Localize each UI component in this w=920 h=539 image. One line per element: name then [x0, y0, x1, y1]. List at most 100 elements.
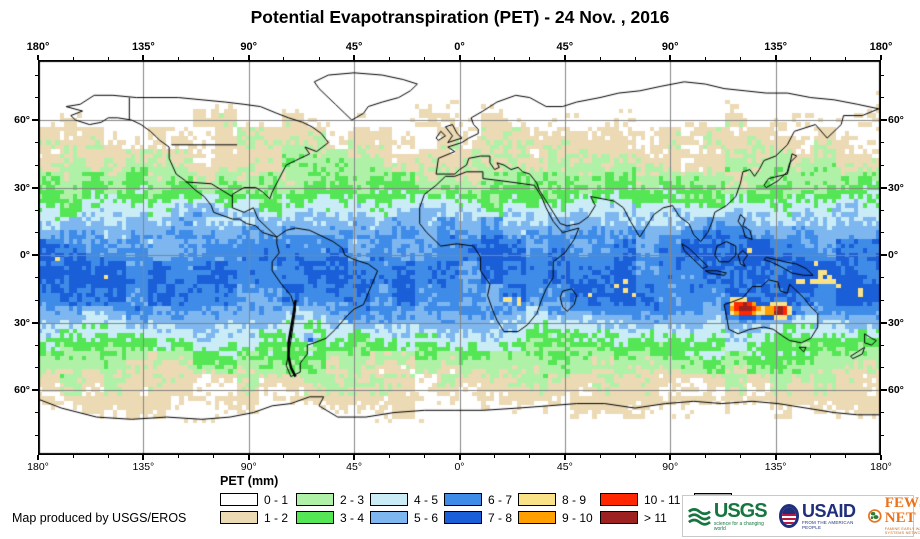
legend-entry: 8 - 9 — [518, 492, 600, 507]
axis-tick — [529, 455, 531, 458]
axis-tick — [32, 254, 38, 257]
axis-tick — [881, 277, 884, 279]
axis-tick — [423, 57, 425, 60]
axis-tick — [740, 455, 741, 458]
axis-tick — [704, 455, 706, 458]
axis-tick-label: 0° — [454, 461, 465, 473]
legend-column: 4 - 5 5 - 6 — [370, 492, 444, 525]
legend-column: 2 - 3 3 - 4 — [296, 492, 370, 525]
axis-tick-label: 90° — [662, 461, 679, 473]
axis-tick — [810, 57, 812, 60]
axis-tick-label: 30° — [14, 316, 30, 329]
axis-tick-label: 45° — [346, 461, 363, 473]
axis-tick — [35, 277, 38, 279]
axis-tick — [35, 367, 38, 369]
axis-tick — [880, 55, 882, 60]
legend-swatch — [370, 493, 408, 506]
world-map — [38, 60, 881, 455]
axis-tick — [774, 55, 777, 60]
usgs-logo-text: USGS — [713, 499, 768, 522]
fewsnet-tagline: FAMINE EARLY WARNING SYSTEMS NETWORK — [884, 526, 920, 535]
usgs-tagline: science for a changing world — [713, 520, 764, 532]
axis-tick — [35, 434, 38, 436]
axis-tick — [634, 455, 636, 458]
axis-tick — [881, 119, 887, 122]
legend-column: 8 - 9 9 - 10 — [518, 492, 600, 525]
axis-tick-label: 60° — [888, 384, 904, 397]
axis-tick-label: 90° — [661, 41, 679, 53]
legend-label: 5 - 6 — [414, 510, 439, 525]
axis-tick-label: 135° — [764, 41, 787, 53]
logos-strip: USGS science for a changing world USAID … — [682, 495, 920, 537]
legend-column: 6 - 7 7 - 8 — [444, 492, 518, 525]
legend-entry: > 11 — [600, 510, 694, 525]
axis-tick — [634, 57, 636, 60]
axis-tick-label: 30° — [888, 316, 904, 329]
usaid-tagline: FROM THE AMERICAN PEOPLE — [801, 520, 854, 530]
axis-tick — [32, 321, 38, 324]
legend-entry: 9 - 10 — [518, 510, 600, 525]
axis-tick — [353, 455, 356, 460]
axis-tick-label: 30° — [888, 181, 904, 194]
legend-label: 10 - 11 — [644, 492, 681, 507]
legend-label: 4 - 5 — [414, 492, 439, 507]
axis-tick — [35, 97, 38, 99]
axis-tick — [35, 209, 38, 211]
axis-tick — [881, 412, 884, 414]
axis-tick — [881, 434, 884, 436]
axis-tick — [107, 455, 109, 458]
legend-label: 0 - 1 — [264, 492, 289, 507]
axis-tick — [142, 55, 145, 60]
axis-tick — [247, 55, 250, 60]
axis-tick — [881, 97, 884, 99]
axis-tick-label: 135° — [132, 461, 155, 473]
axis-tick — [563, 455, 566, 460]
legend-column: 10 - 11 > 11 — [600, 492, 694, 525]
axis-tick — [388, 57, 390, 60]
axis-tick — [810, 455, 812, 458]
axis-tick-label: 45° — [556, 41, 574, 53]
axis-tick-label: 90° — [240, 41, 258, 53]
axis-tick-label: 135° — [764, 461, 787, 473]
legend-label: 9 - 10 — [562, 510, 593, 525]
axis-tick — [881, 389, 887, 392]
legend-label: > 11 — [644, 510, 667, 525]
axis-tick — [353, 55, 356, 60]
legend-label: 7 - 8 — [488, 510, 513, 525]
legend-entry: 6 - 7 — [444, 492, 518, 507]
legend-entry: 4 - 5 — [370, 492, 444, 507]
legend-swatch — [296, 511, 334, 524]
axis-tick — [881, 344, 884, 346]
axis-tick — [669, 455, 672, 460]
axis-tick-label: 0° — [19, 249, 30, 262]
axis-tick-label: 60° — [14, 114, 30, 127]
axis-tick — [35, 412, 38, 414]
usaid-seal-icon — [778, 504, 799, 528]
axis-tick-label: 180° — [869, 41, 893, 53]
axis-tick-label: 30° — [14, 181, 30, 194]
axis-tick — [178, 455, 179, 458]
axis-tick-label: 135° — [131, 41, 155, 53]
legend-entry: 7 - 8 — [444, 510, 518, 525]
usgs-wave-icon — [688, 508, 711, 526]
axis-tick — [283, 57, 285, 60]
axis-tick — [881, 321, 887, 324]
legend-entry: 5 - 6 — [370, 510, 444, 525]
axis-tick — [704, 57, 706, 60]
legend-entry: 3 - 4 — [296, 510, 370, 525]
axis-tick — [599, 57, 601, 60]
axis-tick — [458, 55, 461, 60]
axis-tick — [881, 74, 884, 76]
axis-tick — [599, 455, 601, 458]
axis-tick — [669, 55, 672, 60]
axis-tick — [35, 299, 38, 301]
axis-tick — [247, 455, 250, 460]
legend-swatch — [600, 493, 638, 506]
axis-tick-label: 180° — [26, 41, 50, 53]
axis-tick — [37, 55, 39, 60]
axis-tick — [142, 455, 145, 460]
axis-tick — [37, 455, 39, 460]
axis-tick — [107, 57, 109, 60]
legend-label: 3 - 4 — [340, 510, 365, 525]
axis-tick — [845, 57, 847, 60]
